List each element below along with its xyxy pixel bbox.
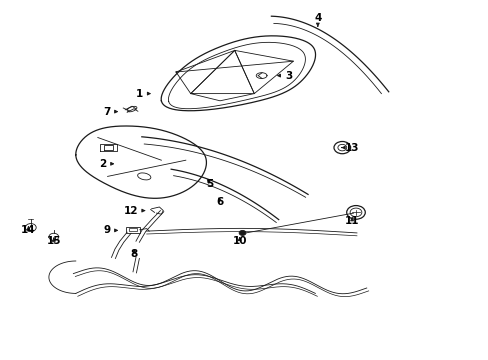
Text: 13: 13 <box>341 143 359 153</box>
Circle shape <box>346 206 365 219</box>
Text: 5: 5 <box>206 179 213 189</box>
Text: 11: 11 <box>344 216 359 226</box>
Text: 7: 7 <box>102 107 117 117</box>
Circle shape <box>239 230 245 235</box>
Text: 9: 9 <box>103 225 117 235</box>
Text: 4: 4 <box>313 13 321 26</box>
Text: 8: 8 <box>131 249 138 259</box>
Text: 10: 10 <box>232 236 246 246</box>
Text: 6: 6 <box>216 197 223 207</box>
Text: 3: 3 <box>277 71 291 81</box>
Text: 2: 2 <box>99 159 113 169</box>
Text: 1: 1 <box>136 89 150 99</box>
Text: 12: 12 <box>123 206 144 216</box>
Text: 15: 15 <box>46 236 61 246</box>
Text: 14: 14 <box>21 225 36 235</box>
